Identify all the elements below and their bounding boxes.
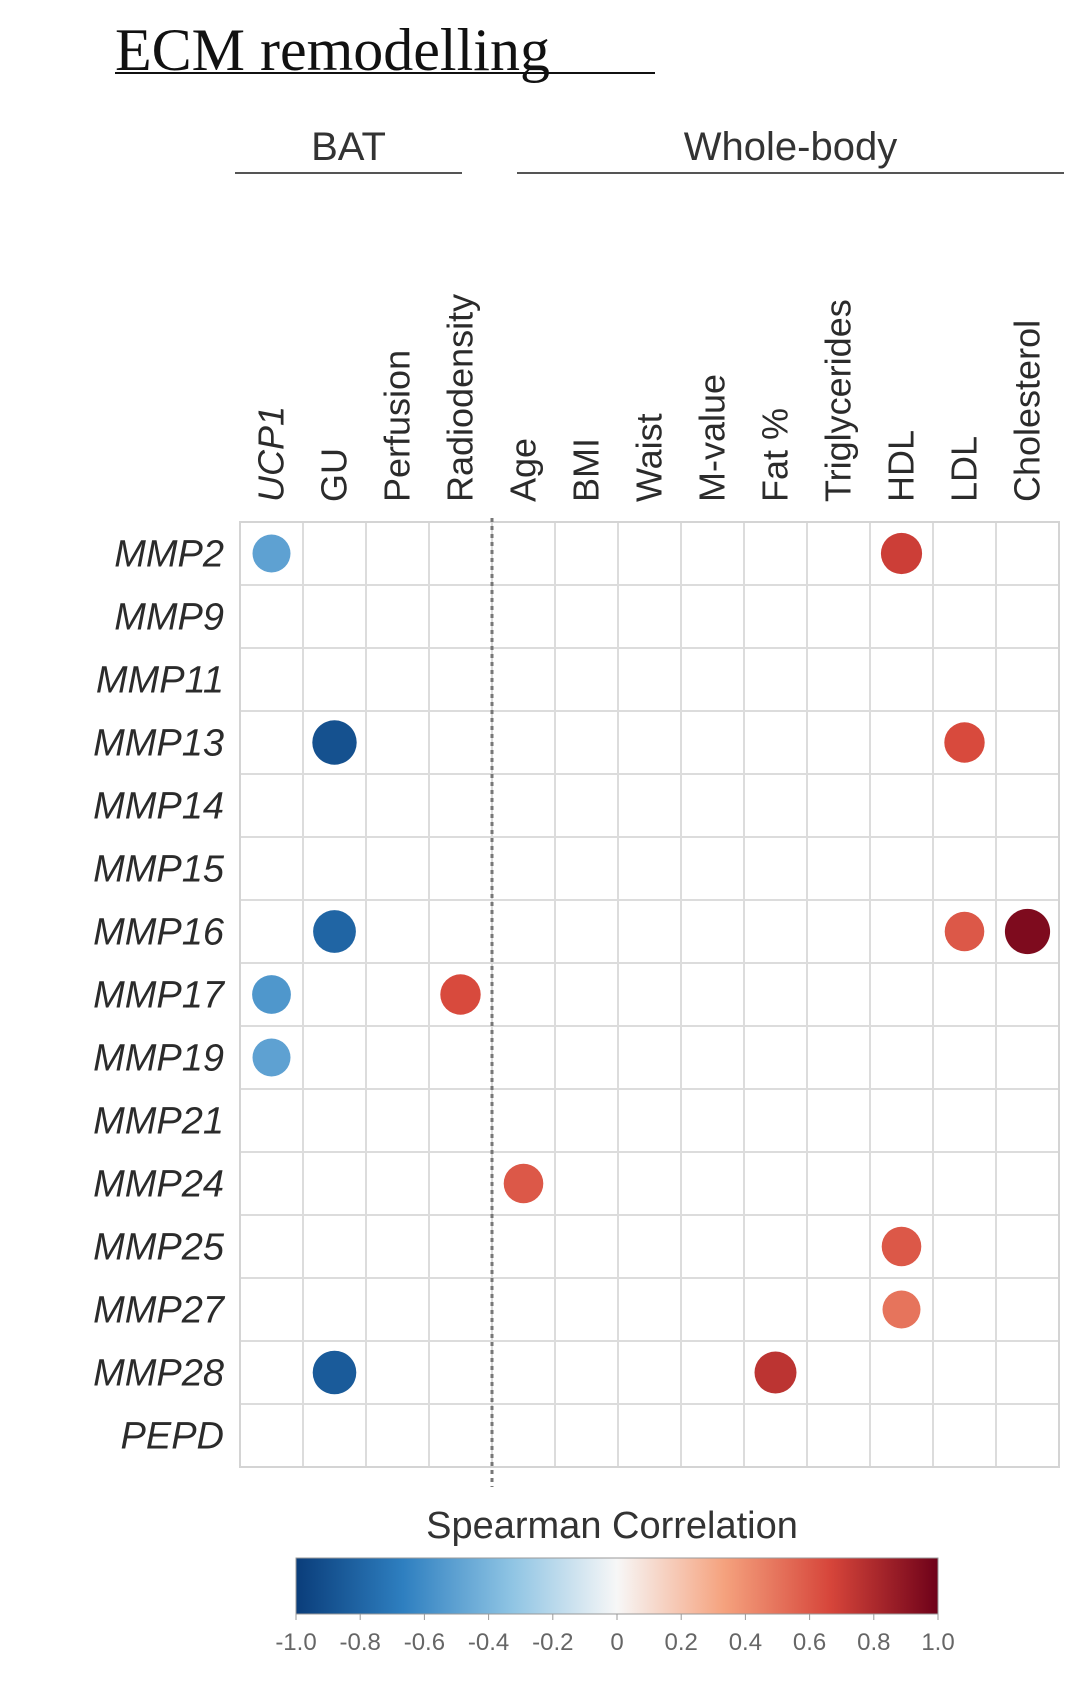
group-label: Whole-body [684,125,897,169]
row-label: MMP15 [93,849,225,891]
correlation-dot [944,911,985,952]
column-label: M-value [692,374,733,502]
colorbar-tick-label: -0.6 [404,1629,445,1656]
row-label: MMP17 [93,975,226,1017]
column-labels: UCP1 GU Perfusion Radiodensity Age BMI Waist M-… [251,294,1048,502]
row-label: MMP16 [93,912,225,954]
row-label: MMP25 [93,1227,225,1269]
column-label: HDL [881,430,922,502]
grid-frame [239,521,1060,1468]
column-label: Age [503,438,544,502]
colorbar-tick-label: -0.8 [340,1629,381,1656]
correlation-dot [440,974,481,1015]
colorbar-tick-label: 0 [610,1629,623,1656]
legend-title: Spearman Correlation [426,1505,798,1547]
colorbar-tick-label: 1.0 [921,1629,954,1656]
correlation-dot [882,1290,921,1329]
colorbar-tick-label: 0.2 [665,1629,698,1656]
colorbar-tick-label: -0.4 [468,1629,509,1656]
heatmap-grid [239,518,1060,1487]
column-groups: BAT Whole-body [235,125,1064,174]
correlation-dot [880,532,923,575]
row-label: MMP27 [93,1290,226,1332]
group-label: BAT [311,125,386,169]
correlation-dots [252,532,1051,1395]
column-label: Triglycerides [818,299,859,502]
colorbar-legend: Spearman Correlation -1.0 -0.8 -0.6 -0.4 -0.… [275,1505,954,1656]
colorbar [295,1557,939,1615]
row-label: MMP19 [93,1038,224,1080]
row-label: MMP13 [93,723,224,765]
row-label: MMP11 [96,660,224,702]
correlation-dot [252,534,291,573]
correlation-dot [503,1163,544,1204]
colorbar-tick-label: 0.6 [793,1629,826,1656]
colorbar-tick-label: 0.4 [729,1629,762,1656]
column-label: GU [314,448,355,502]
colorbar-tick-label: 0.8 [857,1629,890,1656]
column-label: Fat % [755,408,796,502]
column-label: BMI [566,438,607,502]
row-label: MMP2 [114,534,224,576]
row-label: MMP14 [93,786,224,828]
colorbar-tick-label: -1.0 [275,1629,316,1656]
correlation-dot [252,1038,291,1077]
correlation-dot [252,975,291,1014]
column-label: LDL [944,436,985,502]
row-label: MMP21 [93,1101,224,1143]
correlation-dot [312,1350,357,1395]
colorbar-tick-label: -0.2 [532,1629,573,1656]
correlation-dot [881,1226,922,1267]
correlation-dot [313,910,356,953]
correlation-dot [944,722,985,763]
row-labels: MMP2 MMP9 MMP11 MMP13 MMP14 MMP15 MMP16 MMP17 MM… [93,534,226,1458]
correlation-dot [312,720,357,765]
row-label: MMP9 [114,597,224,639]
column-label: Cholesterol [1007,320,1048,502]
column-label: Waist [629,413,670,502]
row-label: PEPD [121,1416,224,1458]
correlation-dot [754,1351,797,1394]
column-label: Radiodensity [440,294,481,502]
column-label: UCP1 [251,406,292,502]
column-label: Perfusion [377,350,418,502]
correlation-dot [1004,908,1051,955]
row-label: MMP28 [93,1353,224,1395]
row-label: MMP24 [93,1164,224,1206]
